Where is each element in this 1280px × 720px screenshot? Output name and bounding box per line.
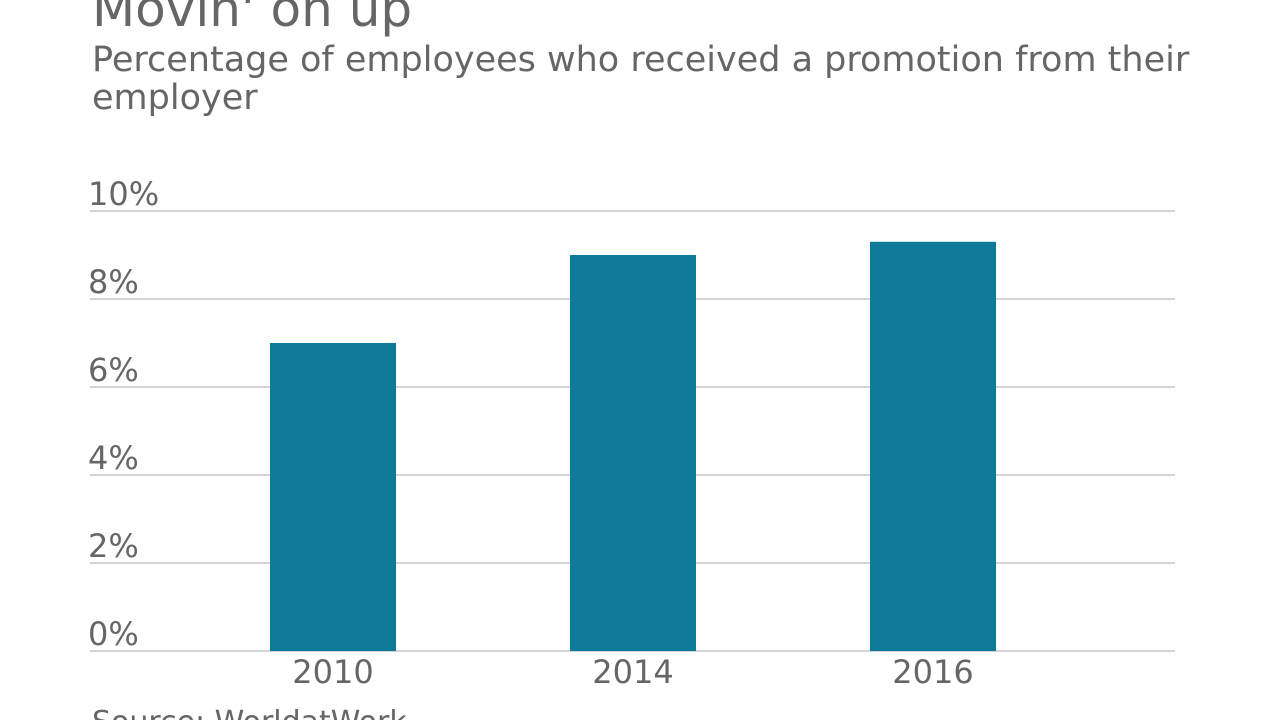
y-tick-label: 2%: [88, 527, 139, 565]
y-tick-label: 8%: [88, 263, 139, 301]
y-tick-label: 0%: [88, 615, 139, 653]
y-tick-label: 10%: [88, 175, 159, 213]
chart-subtitle: Percentage of employees who received a p…: [92, 40, 1190, 80]
bar: [270, 343, 396, 651]
x-tick-label: 2014: [592, 653, 673, 691]
x-tick-label: 2010: [292, 653, 373, 691]
chart-title: Movin' on up: [92, 0, 412, 38]
chart-subtitle: employer: [92, 78, 258, 118]
y-tick-label: 4%: [88, 439, 139, 477]
bar: [870, 241, 996, 652]
x-tick-label: 2016: [892, 653, 973, 691]
bar: [570, 255, 696, 651]
source-note: Source: WorldatWork: [92, 705, 407, 720]
y-tick-label: 6%: [88, 351, 139, 389]
